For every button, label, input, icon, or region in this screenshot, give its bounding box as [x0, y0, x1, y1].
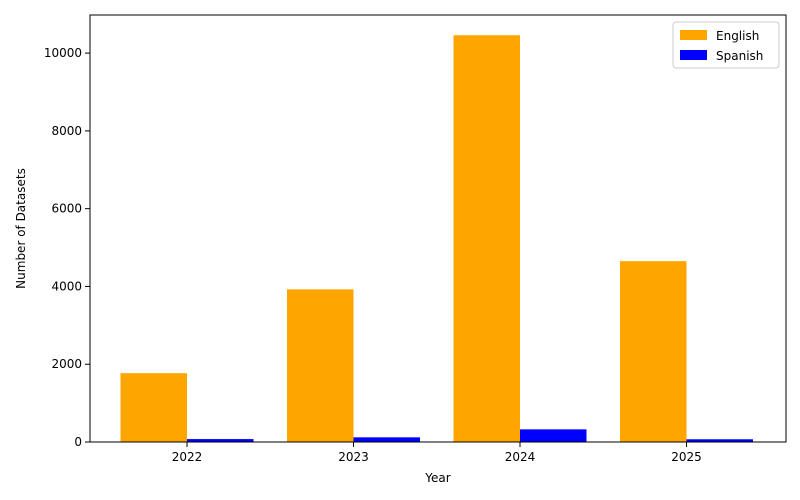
legend-label-english: English [716, 29, 759, 43]
x-tick-label: 2023 [338, 450, 369, 464]
legend-label-spanish: Spanish [716, 49, 763, 63]
bar-english-2024 [453, 35, 520, 442]
plot-frame [89, 14, 787, 443]
y-tick-label: 4000 [51, 279, 82, 293]
legend: English Spanish [672, 21, 780, 69]
x-axis-ticks: 2022 2023 2024 2025 [172, 442, 702, 464]
x-axis-label: Year [424, 471, 450, 485]
bar-english-2022 [120, 373, 187, 442]
y-axis-ticks: 0 2000 4000 6000 8000 10000 [44, 46, 90, 449]
x-tick-label: 2025 [671, 450, 702, 464]
y-tick-label: 0 [74, 435, 82, 449]
bar-spanish-2022 [187, 439, 254, 442]
bar-english-2023 [287, 289, 354, 442]
x-tick-label: 2024 [505, 450, 536, 464]
bar-spanish-2024 [520, 429, 587, 442]
legend-swatch-spanish [680, 50, 707, 60]
bar-english-2025 [620, 261, 687, 442]
y-tick-label: 6000 [51, 202, 82, 216]
legend-swatch-english [680, 30, 707, 40]
y-axis-label: Number of Datasets [14, 168, 28, 289]
x-tick-label: 2022 [172, 450, 203, 464]
bars-group [120, 35, 753, 442]
bar-spanish-2023 [353, 437, 420, 442]
y-tick-label: 10000 [44, 46, 82, 60]
y-tick-label: 2000 [51, 357, 82, 371]
y-tick-label: 8000 [51, 124, 82, 138]
bar-spanish-2025 [686, 439, 753, 442]
